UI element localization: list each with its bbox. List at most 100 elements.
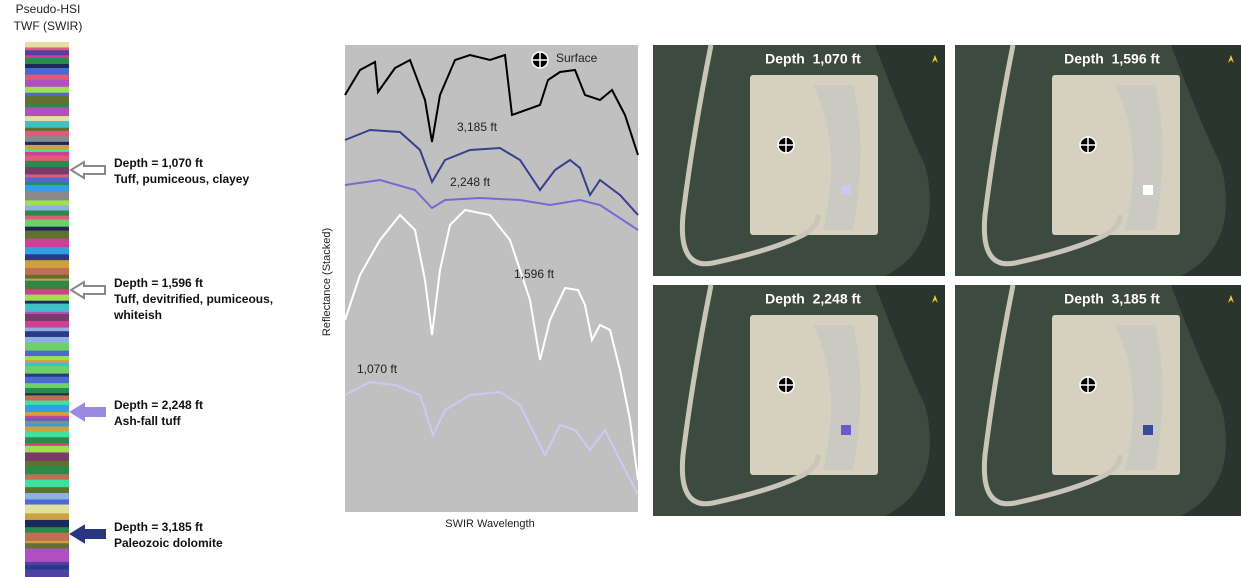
stripe [25,136,69,142]
stripe [25,142,69,146]
stripe [25,421,69,425]
stripe [25,50,69,56]
stripe [25,480,69,488]
stripe [25,200,69,206]
image-panel: Depth 3,185 ft [955,285,1241,516]
stripe [25,121,69,128]
stripe [25,304,69,313]
stripe [25,239,69,248]
panel-title: Depth 2,248 ft [765,291,861,307]
stripe [25,493,69,500]
depth-label: Depth = 2,248 ft [114,398,203,412]
stripe [25,231,69,240]
curve-label: 1,070 ft [357,362,398,376]
stripe [25,520,69,528]
image-panels: Depth 1,070 ft Depth 1,596 ft Depth 2,248 … [653,45,1241,516]
depth-label: Depth = 3,185 ft [114,520,203,534]
stripe [25,301,69,304]
stripe [25,268,69,275]
stripe [25,174,69,177]
stripe [25,513,69,520]
stripe [25,527,69,533]
stripe [25,87,69,93]
stripe [25,254,69,260]
stripe [25,443,69,446]
stripe [25,533,69,542]
stripe [25,177,69,183]
stripe [25,543,69,549]
lithology: Tuff, pumiceous, clayey [114,172,249,186]
lithology: Tuff, devitrified, pumiceous, [114,292,273,306]
stripe [25,366,69,374]
stripe [25,93,69,97]
stripe [25,216,69,220]
depth-label: Depth = 1,596 ft [114,276,203,290]
arrow [71,282,105,298]
arrow [71,162,105,178]
stripe [25,105,69,108]
stripe [25,499,69,505]
stripe [25,474,69,480]
x-axis-label: SWIR Wavelength [445,518,534,530]
stripe [25,68,69,75]
panel-title: Depth 1,070 ft [765,51,861,67]
stripe [25,295,69,302]
stripe [25,75,69,81]
stripe [25,362,69,366]
stripe [25,505,69,514]
stripe [25,395,69,401]
lithology: Ash-fall tuff [114,414,182,428]
lithology: Paleozoic dolomite [114,536,223,550]
stripe [25,401,69,406]
stripe [25,461,69,467]
arrow [71,526,105,542]
stripe [25,374,69,378]
stripe [25,432,69,438]
stripe [25,128,69,132]
stripe [25,289,69,295]
curve-label: 1,596 ft [514,267,555,281]
stripe [25,331,69,335]
stripe [25,446,69,453]
stripe [25,96,69,105]
stripe [25,351,69,357]
stripe [25,64,69,68]
column-title: TWF (SWIR) [14,19,83,33]
y-axis-label: Reflectance (Stacked) [321,228,333,336]
stripe [25,281,69,288]
stripe [25,405,69,413]
stripe [25,426,69,432]
stripe [25,116,69,121]
stripe [25,565,69,570]
stripe [25,452,69,461]
stripe [25,356,69,360]
stripe [25,227,69,231]
stripe [25,343,69,351]
stripe [25,383,69,388]
stripe [25,161,69,168]
stripe [25,219,69,227]
stripe [25,487,69,493]
stripe [25,569,69,577]
stripe [25,58,69,65]
image-panel: Depth 1,070 ft [653,45,945,276]
pixel-marker [841,185,851,195]
pixel-marker [1143,425,1153,435]
stripe [25,205,69,211]
stripe [25,555,69,562]
stripe [25,42,69,48]
stripe [25,337,69,343]
figure: Pseudo-HSI TWF (SWIR) Surface3,185 ft2,2… [0,0,1241,577]
image-panel: Depth 1,596 ft [955,45,1241,276]
depth-label: Depth = 1,070 ft [114,156,203,170]
arrow [71,404,105,420]
stripe [25,260,69,265]
stripe [25,210,69,216]
stripe [25,437,69,443]
stripe [25,80,69,87]
stripe [25,152,69,156]
curve-label: 2,248 ft [450,175,491,189]
stripe [25,412,69,416]
column-title: Pseudo-HSI [16,2,81,16]
image-panel: Depth 2,248 ft [653,285,945,516]
